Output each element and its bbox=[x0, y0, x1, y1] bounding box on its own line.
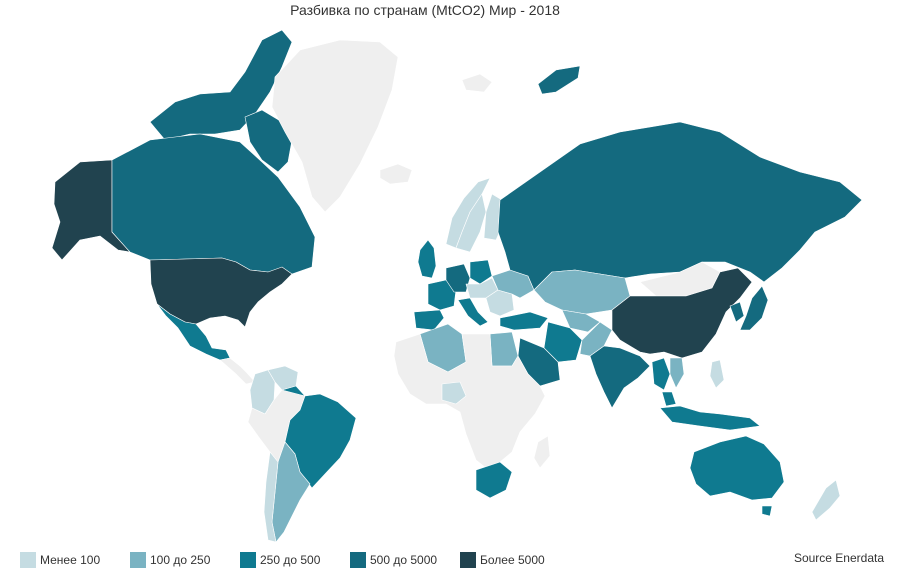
region-italy[interactable] bbox=[457, 297, 489, 327]
region-egypt[interactable] bbox=[489, 331, 519, 367]
region-india[interactable] bbox=[589, 345, 651, 409]
source-credit: Source Enerdata bbox=[793, 551, 884, 565]
legend-item-more-5000: Более 5000 bbox=[460, 552, 570, 568]
legend-item-100-250: 100 до 250 bbox=[130, 552, 240, 568]
region-china[interactable] bbox=[611, 267, 753, 359]
region-canada[interactable] bbox=[111, 133, 316, 275]
region-mexico[interactable] bbox=[156, 303, 231, 361]
region-korea[interactable] bbox=[729, 301, 745, 323]
region-philippines[interactable] bbox=[709, 359, 725, 389]
legend-swatch bbox=[20, 552, 36, 568]
region-spain[interactable] bbox=[413, 309, 445, 331]
region-greenland[interactable] bbox=[271, 39, 399, 213]
legend-label: 100 до 250 bbox=[150, 553, 211, 567]
legend-item-250-500: 250 до 500 bbox=[240, 552, 350, 568]
legend-item-less-100: Менее 100 bbox=[20, 552, 130, 568]
region-madagascar[interactable] bbox=[533, 435, 551, 469]
legend-label: Более 5000 bbox=[480, 553, 545, 567]
region-russia[interactable] bbox=[497, 121, 863, 291]
region-australia[interactable] bbox=[689, 435, 785, 501]
legend-swatch bbox=[460, 552, 476, 568]
legend-swatch bbox=[350, 552, 366, 568]
region-baffin-island[interactable] bbox=[244, 109, 293, 173]
region-united-kingdom[interactable] bbox=[417, 239, 437, 279]
region-malaysia[interactable] bbox=[661, 391, 677, 407]
region-turkey[interactable] bbox=[499, 311, 549, 331]
region-tasmania[interactable] bbox=[761, 505, 773, 517]
legend-swatch bbox=[130, 552, 146, 568]
region-chile[interactable] bbox=[263, 451, 279, 542]
region-arctic-islands-canada[interactable] bbox=[149, 29, 293, 141]
region-germany[interactable] bbox=[445, 263, 471, 293]
legend-label: Менее 100 bbox=[40, 553, 101, 567]
region-indonesia[interactable] bbox=[659, 405, 761, 431]
region-thailand[interactable] bbox=[651, 357, 671, 391]
region-uzbekistan[interactable] bbox=[561, 309, 601, 333]
region-new-zealand[interactable] bbox=[811, 479, 841, 521]
world-map bbox=[51, 29, 863, 542]
legend-label: 500 до 5000 bbox=[370, 553, 438, 567]
region-central-america[interactable] bbox=[219, 357, 256, 385]
region-sweden[interactable] bbox=[455, 193, 487, 253]
region-brazil[interactable] bbox=[281, 385, 357, 489]
chart-title: Разбивка по странам (MtCO2) Мир - 2018 bbox=[290, 2, 560, 18]
region-novaya-zemlya[interactable] bbox=[537, 65, 581, 95]
region-south-africa[interactable] bbox=[475, 461, 513, 499]
region-japan[interactable] bbox=[739, 285, 769, 331]
legend-label: 250 до 500 bbox=[260, 553, 321, 567]
legend-item-500-5000: 500 до 5000 bbox=[350, 552, 460, 568]
legend: Менее 100 100 до 250 250 до 500 500 до 5… bbox=[20, 552, 570, 568]
region-poland[interactable] bbox=[469, 259, 493, 285]
region-vietnam[interactable] bbox=[669, 357, 685, 389]
region-svalbard[interactable] bbox=[461, 73, 493, 93]
region-nigeria[interactable] bbox=[441, 381, 467, 405]
region-iceland[interactable] bbox=[379, 163, 413, 185]
region-africa-other[interactable] bbox=[393, 333, 546, 469]
legend-swatch bbox=[240, 552, 256, 568]
